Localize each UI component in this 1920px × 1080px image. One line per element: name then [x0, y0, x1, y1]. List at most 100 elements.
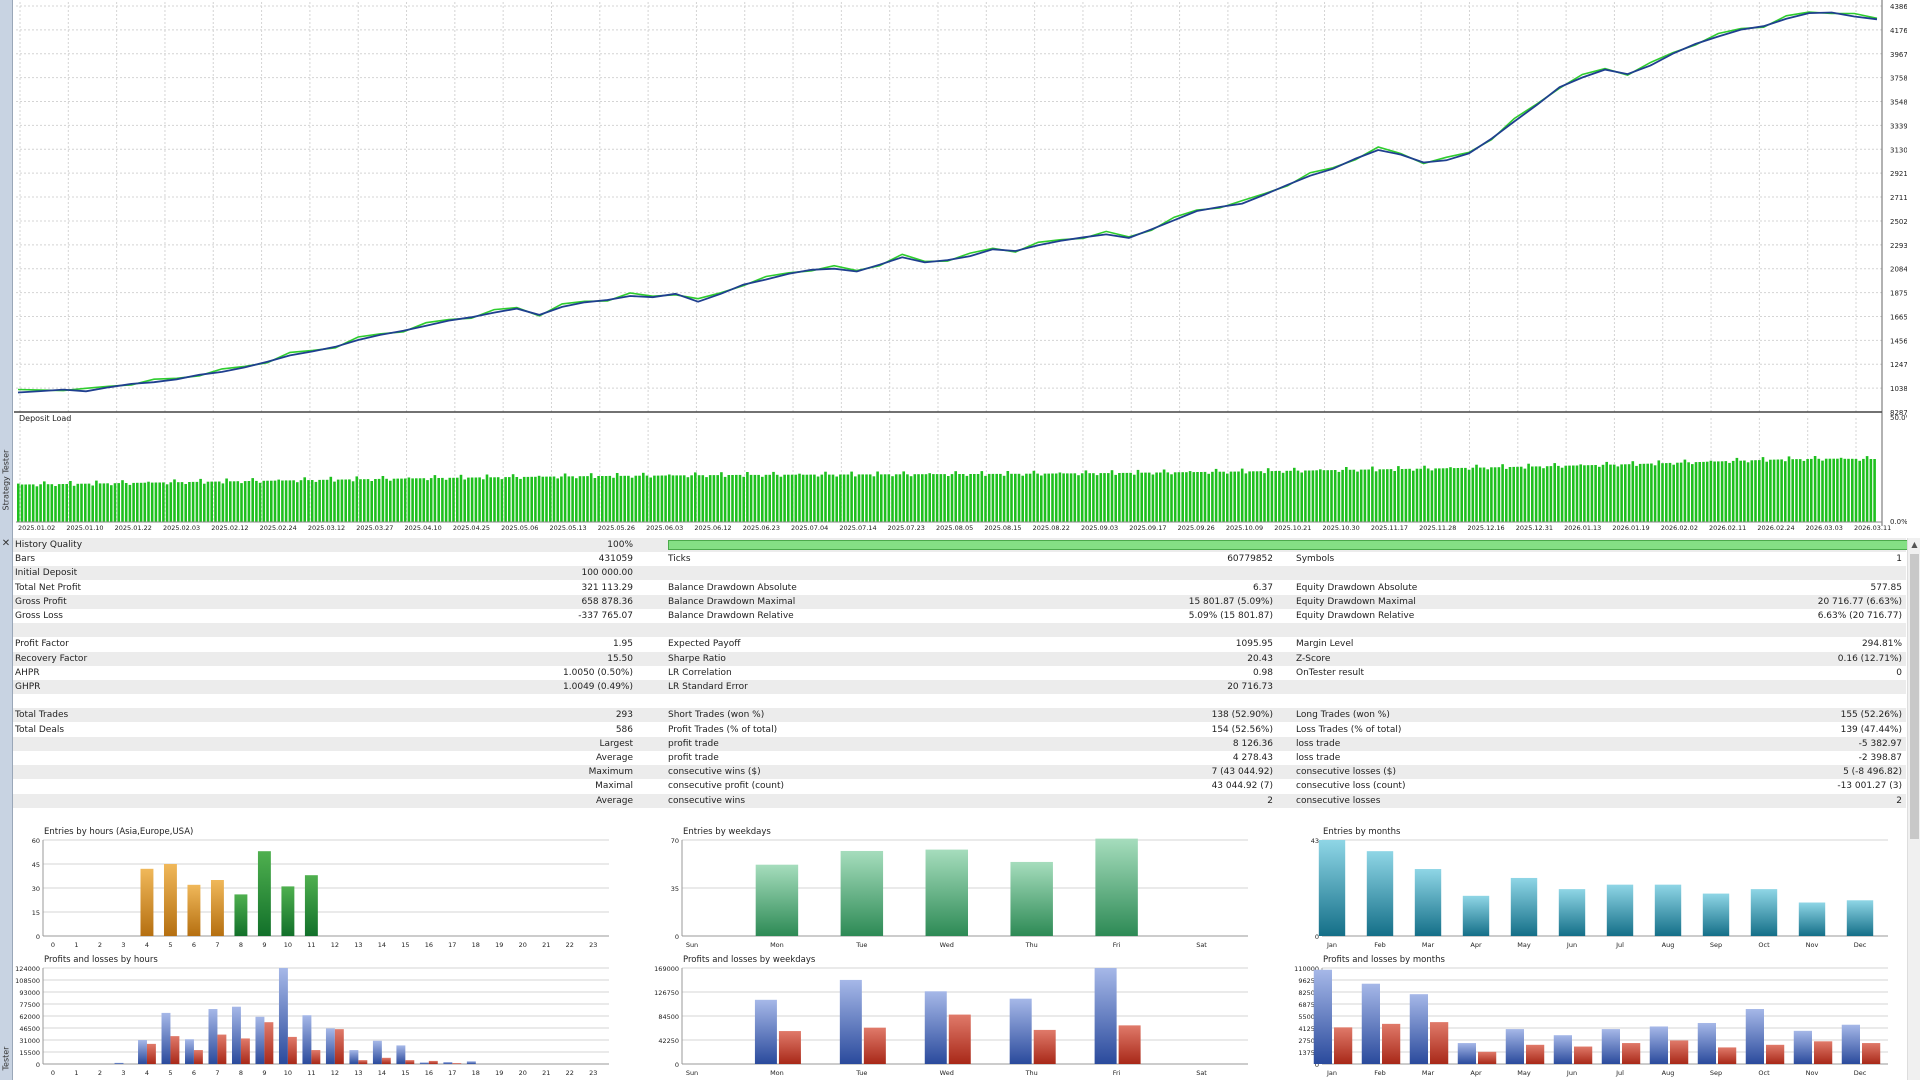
- chart-x-tick: 19: [495, 941, 503, 949]
- chart-x-tick: 13: [354, 941, 362, 949]
- deposit-load-bar: [1464, 467, 1467, 522]
- date-label: 2026.02.11: [1709, 524, 1746, 532]
- chart-x-tick: 9: [262, 941, 266, 949]
- loss-bar: [1430, 1022, 1449, 1064]
- date-label: 2025.12.16: [1467, 524, 1504, 532]
- deposit-load-bar: [1642, 463, 1646, 522]
- loss-bar: [1526, 1044, 1545, 1064]
- chart-y-tick: 0: [1315, 1061, 1319, 1069]
- y-tick-label: 124725: [1890, 361, 1907, 369]
- deposit-load-bar: [1449, 467, 1452, 522]
- chart-x-tick: 12: [331, 941, 339, 949]
- deposit-load-bar: [928, 473, 931, 522]
- deposit-load-bar: [935, 474, 939, 522]
- deposit-load-bar: [1728, 462, 1731, 522]
- stat-value: Maximal: [595, 781, 633, 792]
- deposit-load-bar: [1691, 464, 1694, 522]
- deposit-load-bar: [1486, 469, 1489, 522]
- deposit-load-bar: [816, 476, 820, 522]
- deposit-load-bar: [1259, 471, 1263, 522]
- deposit-load-bar: [1244, 473, 1248, 522]
- date-label: 2025.02.03: [163, 524, 200, 532]
- deposit-load-bar: [474, 477, 478, 522]
- profit-bar: [114, 1062, 124, 1064]
- deposit-load-bar: [720, 472, 723, 522]
- profit-bar: [1505, 1029, 1524, 1064]
- loss-bar: [405, 1060, 415, 1064]
- deposit-load-bar: [787, 474, 790, 522]
- date-label: 2025.11.28: [1419, 524, 1456, 532]
- stat-value: 577.85: [1870, 582, 1903, 593]
- deposit-y-axis-labels: 50.0% 0.0%: [1890, 414, 1907, 526]
- chart-x-tick: 21: [542, 941, 550, 949]
- deposit-load-bar: [1185, 472, 1188, 522]
- date-label: 2025.10.21: [1274, 524, 1311, 532]
- deposit-load-bar: [668, 474, 671, 522]
- chart-y-tick: 110000: [1294, 965, 1319, 973]
- deposit-load-bar: [1014, 473, 1017, 522]
- deposit-load-bar: [1412, 470, 1415, 522]
- deposit-load-bar: [913, 474, 917, 522]
- stat-value: Maximum: [588, 767, 633, 778]
- stat-row: Largest profit trade 8 126.36 loss trade -5 …: [13, 736, 1906, 751]
- stat-value: 2: [1896, 795, 1902, 806]
- chart-x-tick: Oct: [1758, 941, 1770, 949]
- scroll-thumb[interactable]: [1910, 554, 1919, 839]
- deposit-load-bar: [17, 483, 20, 522]
- entry-bar: [304, 875, 318, 936]
- deposit-load-bar: [1471, 467, 1475, 522]
- deposit-load-bar: [563, 473, 567, 522]
- stat-row: GHPR 1.0049 (0.49%) LR Standard Error 20 71…: [13, 680, 1906, 694]
- deposit-load-bar: [675, 475, 678, 522]
- deposit-load-bar: [355, 476, 359, 522]
- stat-value: 658 878.36: [581, 596, 633, 607]
- deposit-load-bar: [1635, 465, 1638, 522]
- date-label: 2025.04.10: [405, 524, 442, 532]
- deposit-load-bar: [995, 473, 998, 522]
- chart-x-tick: Jan: [1326, 1069, 1337, 1077]
- deposit-load-bar: [902, 471, 905, 522]
- deposit-load-bar: [1434, 468, 1437, 522]
- scroll-up-icon[interactable]: ▲: [1911, 540, 1918, 549]
- deposit-load-bar: [147, 481, 150, 522]
- y-tick-label: 396749: [1890, 51, 1907, 59]
- deposit-load-bar: [1419, 468, 1422, 522]
- date-label: 2025.11.17: [1371, 524, 1408, 532]
- chart-y-tick: 55000: [1298, 1013, 1319, 1021]
- deposit-load-bar: [876, 471, 879, 522]
- deposit-load-bar: [72, 485, 76, 522]
- profit-bar: [1649, 1026, 1668, 1064]
- chart-x-tick: Aug: [1662, 941, 1675, 949]
- stat-row: Total Trades 293 Short Trades (won %) 138 (…: [13, 708, 1906, 723]
- deposit-load-bar: [924, 474, 928, 522]
- chart-y-tick: 13750: [1298, 1049, 1319, 1057]
- tab-title[interactable]: Tester: [1, 1046, 11, 1071]
- stat-value: 20 716.73: [1227, 682, 1273, 692]
- deposit-load-bar: [87, 483, 91, 522]
- chart-y-tick: 169000: [654, 965, 679, 973]
- deposit-load-bar: [1720, 461, 1724, 522]
- distribution-chart: Entries by hours (Asia,Europe,USA)604530…: [32, 827, 609, 949]
- entry-bar: [1510, 877, 1538, 936]
- chart-y-tick: 84500: [658, 1013, 679, 1021]
- chart-y-tick: 0: [1315, 933, 1319, 941]
- deposit-load-bar: [98, 483, 102, 522]
- chart-y-tick: 70: [671, 837, 679, 845]
- deposit-load-bar: [1598, 466, 1601, 522]
- deposit-load-bar: [299, 480, 303, 522]
- results-scrollbar[interactable]: ▲: [1907, 538, 1920, 1080]
- deposit-load-bar: [783, 474, 786, 522]
- deposit-load-bar: [452, 477, 455, 522]
- deposit-load-bar: [240, 483, 243, 522]
- stat-row: AHPR 1.0050 (0.50%) LR Correlation 0.98 OnTe…: [13, 666, 1906, 680]
- close-icon[interactable]: ✕: [1, 538, 11, 549]
- chart-x-tick: Fri: [1113, 941, 1121, 949]
- stat-row: Maximal consecutive profit (count) 43 044.…: [13, 779, 1906, 793]
- deposit-load-bar: [846, 474, 850, 522]
- chart-x-tick: Sun: [686, 1069, 698, 1077]
- y-tick-label: 166575: [1890, 313, 1907, 321]
- deposit-load-bar: [578, 476, 582, 522]
- chart-y-tick: 15: [32, 909, 40, 917]
- deposit-load-bar: [173, 479, 176, 522]
- stat-row: Gross Profit 658 878.36 Balance Drawdown M…: [13, 594, 1906, 609]
